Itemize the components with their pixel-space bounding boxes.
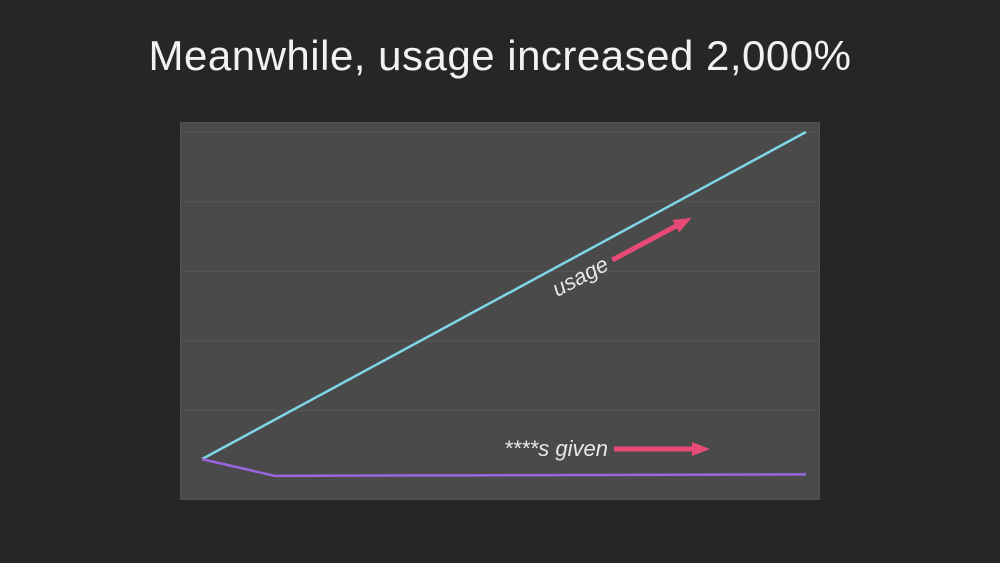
annotation-label-s_given: ****s given [504, 436, 608, 462]
slide-title: Meanwhile, usage increased 2,000% [0, 32, 1000, 80]
annotation-s_given: ****s given [504, 436, 710, 462]
chart-background [180, 122, 820, 500]
chart-svg [180, 122, 820, 500]
slide: Meanwhile, usage increased 2,000% usage*… [0, 0, 1000, 563]
chart-panel: usage****s given [180, 122, 820, 500]
arrow-icon [614, 438, 710, 460]
